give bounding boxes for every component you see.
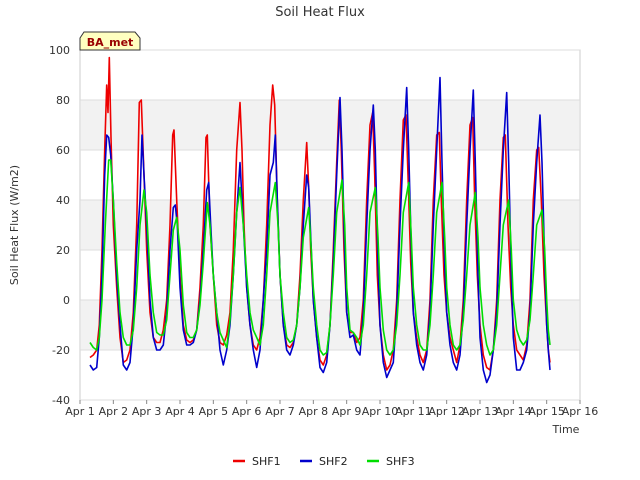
y-axis-title: Soil Heat Flux (W/m2) — [8, 165, 21, 285]
y-tick-label: 100 — [49, 44, 70, 57]
x-tick-label: Apr 8 — [299, 405, 329, 418]
x-tick-label: Apr 9 — [332, 405, 362, 418]
badge-box — [79, 31, 141, 51]
y-tick-label: 60 — [56, 144, 70, 157]
series-line-shf3 — [89, 159, 551, 356]
legend-label-shf2: SHF2 — [319, 455, 348, 468]
legend-label-shf3: SHF3 — [386, 455, 415, 468]
shaded-band-2 — [81, 100, 579, 150]
gridlines — [80, 49, 580, 401]
x-tick-label: Apr 2 — [99, 405, 129, 418]
ba-met-badge: BA_met — [79, 31, 141, 51]
x-tick-label: Apr 6 — [232, 405, 262, 418]
x-tick-label: Apr 11 — [395, 405, 432, 418]
series-layer — [89, 56, 551, 384]
y-tick-label: -20 — [52, 344, 70, 357]
badge-label: BA_met — [87, 36, 134, 49]
chart-title: Soil Heat Flux — [275, 5, 365, 20]
x-tick-label: Apr 4 — [165, 405, 195, 418]
x-tick-label: Apr 1 — [65, 405, 95, 418]
x-tick-label: Apr 12 — [428, 405, 465, 418]
x-axis-title: Time — [552, 423, 580, 436]
x-tick-label: Apr 14 — [495, 405, 532, 418]
legend: SHF1 SHF2 SHF3 — [233, 455, 415, 468]
y-tick-label: 80 — [56, 94, 70, 107]
x-tick-label: Apr 5 — [199, 405, 229, 418]
x-tick-label: Apr 15 — [528, 405, 565, 418]
y-tick-label: 0 — [63, 294, 70, 307]
y-axis-ticks: -40 -20 0 20 40 60 80 100 — [49, 44, 70, 407]
legend-label-shf1: SHF1 — [252, 455, 281, 468]
y-tick-label: 40 — [56, 194, 70, 207]
x-axis-ticks: Apr 1 Apr 2 Apr 3 Apr 4 Apr 5 Apr 6 Apr 7 Apr 8… — [65, 400, 598, 418]
shaded-band-1 — [81, 200, 579, 250]
y-tick-label: 20 — [56, 244, 70, 257]
x-tick-label: Apr 10 — [362, 405, 399, 418]
x-tick-label: Apr 7 — [265, 405, 295, 418]
y-tick-label: -40 — [52, 394, 70, 407]
x-tick-label: Apr 3 — [132, 405, 162, 418]
x-tick-label: Apr 16 — [562, 405, 599, 418]
x-tick-label: Apr 13 — [462, 405, 499, 418]
